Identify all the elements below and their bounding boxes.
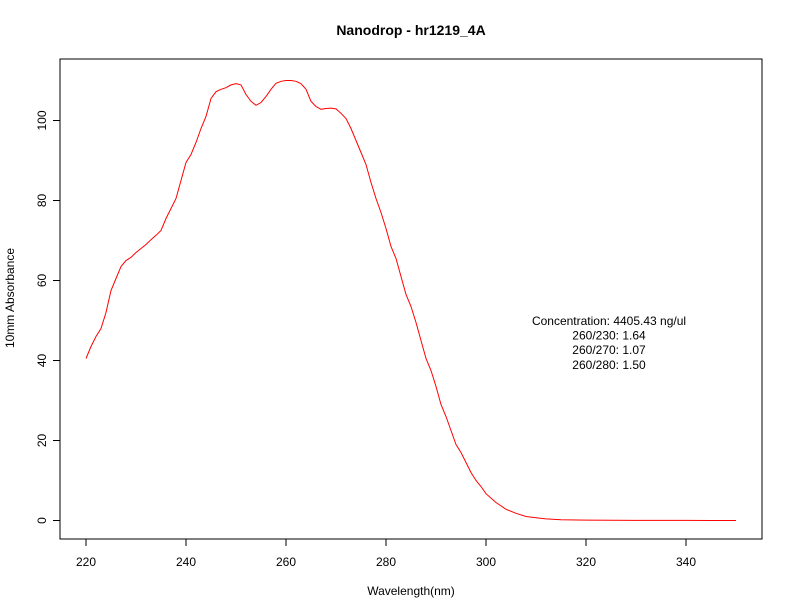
annotation-line: 260/230: 1.64 xyxy=(572,329,646,343)
y-tick-label: 40 xyxy=(35,354,49,368)
annotation-line: 260/280: 1.50 xyxy=(572,358,646,372)
x-tick-label: 300 xyxy=(476,555,496,569)
y-axis-label: 10mm Absorbance xyxy=(3,248,17,348)
x-axis-label: Wavelength(nm) xyxy=(367,584,455,598)
x-tick-label: 280 xyxy=(376,555,396,569)
chart-title: Nanodrop - hr1219_4A xyxy=(336,22,485,38)
y-tick-label: 0 xyxy=(35,517,49,524)
x-tick-label: 240 xyxy=(176,555,196,569)
y-tick-label: 100 xyxy=(35,110,49,130)
x-tick-label: 340 xyxy=(676,555,696,569)
y-tick-label: 20 xyxy=(35,434,49,448)
x-tick-label: 320 xyxy=(576,555,596,569)
x-axis: 220 240 260 280 300 320 340 xyxy=(76,539,696,569)
y-tick-label: 80 xyxy=(35,194,49,208)
y-tick-label: 60 xyxy=(35,274,49,288)
plot-frame xyxy=(59,58,763,540)
x-tick-label: 260 xyxy=(276,555,296,569)
x-tick-label: 220 xyxy=(76,555,96,569)
absorbance-series-line xyxy=(85,80,736,521)
annotation-line: 260/270: 1.07 xyxy=(572,343,646,357)
annotation-line: Concentration: 4405.43 ng/ul xyxy=(532,314,686,328)
y-axis: 0 20 40 60 80 100 xyxy=(35,110,60,524)
